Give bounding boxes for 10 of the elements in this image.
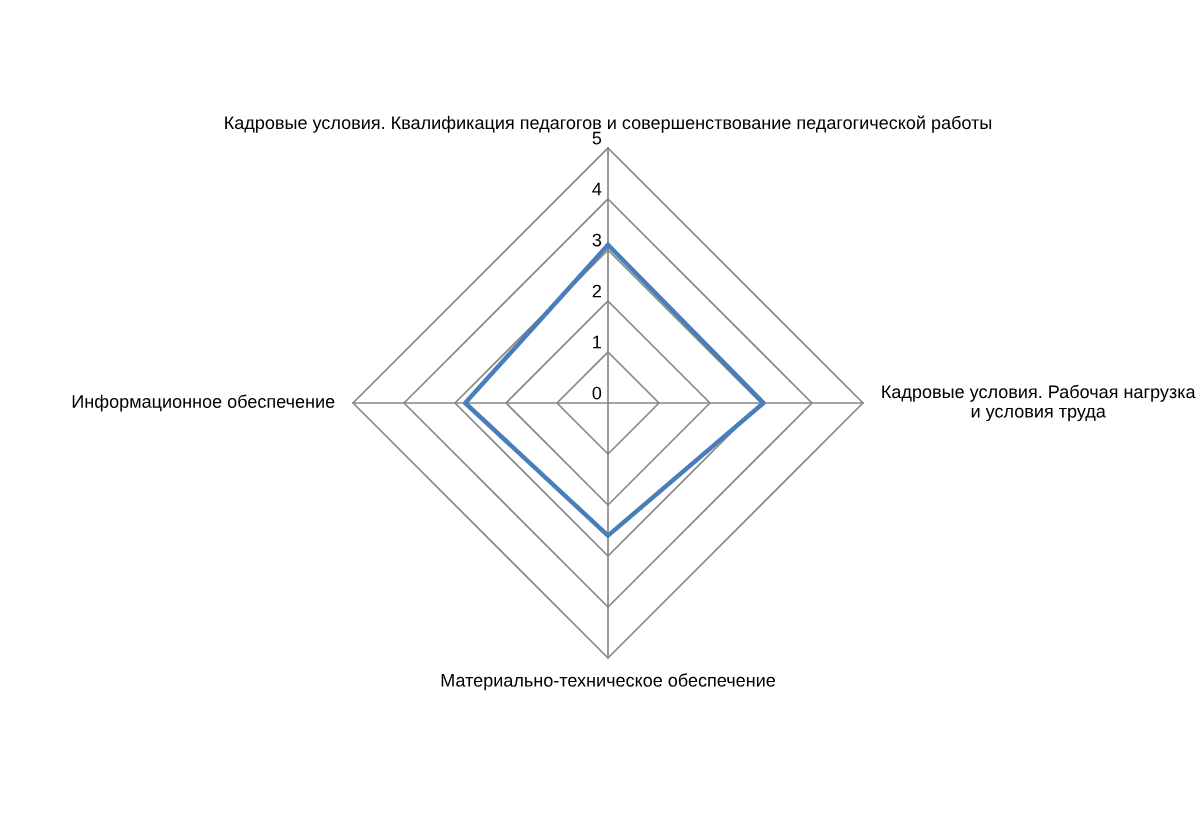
spoke-label: Кадровые условия. Рабочая нагрузка и условия труда [882, 384, 1196, 422]
y-tick-label: 3 [592, 233, 602, 247]
y-tick-label: 4 [592, 182, 602, 196]
spoke-label: Кадровые условия. Квалификация педагогов и совершенствование педагогической работы [225, 115, 992, 133]
y-tick-label: 5 [592, 131, 602, 145]
spoke-label: Информационное обеспечение [72, 394, 335, 412]
y-tick-label: 1 [593, 335, 601, 349]
spoke-label: Материально-техническое обеспечение [441, 673, 776, 691]
y-tick-label: 2 [592, 284, 601, 298]
y-tick-label: 0 [592, 386, 602, 400]
